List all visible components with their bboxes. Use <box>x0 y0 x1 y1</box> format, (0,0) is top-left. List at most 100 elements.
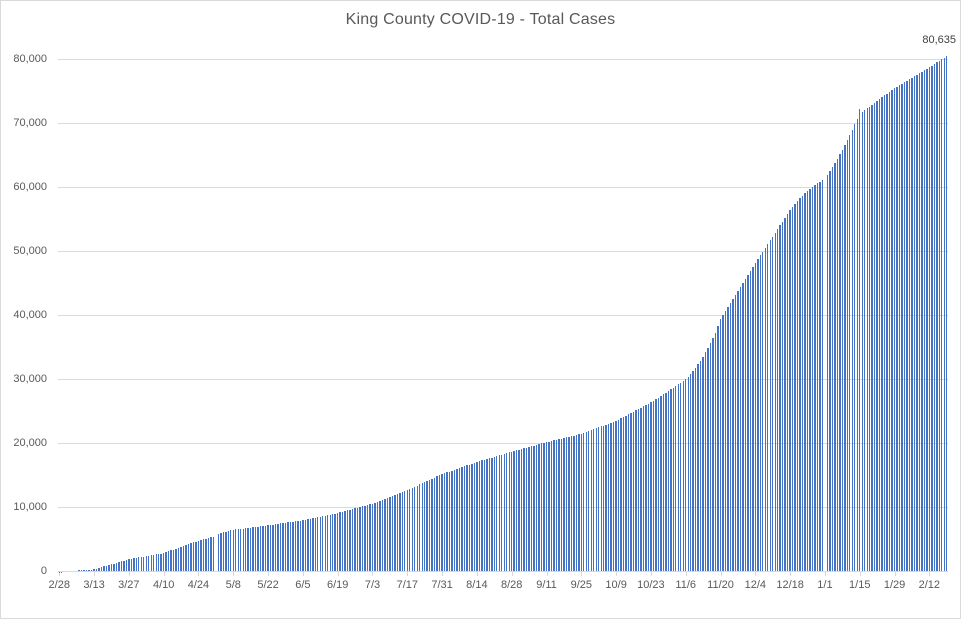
y-tick-label: 40,000 <box>13 309 47 322</box>
bar <box>570 436 573 572</box>
bar <box>135 557 137 572</box>
bar <box>95 568 98 572</box>
bar <box>839 154 841 572</box>
x-axis-tick <box>755 572 757 576</box>
bar <box>777 229 779 572</box>
bar <box>717 326 719 572</box>
bar <box>642 406 645 572</box>
bar <box>167 551 170 572</box>
bar <box>366 504 369 572</box>
bar <box>595 428 597 572</box>
gridline <box>58 443 948 445</box>
gridline <box>58 123 948 125</box>
bar <box>302 520 304 572</box>
bar <box>376 501 379 572</box>
bar <box>334 513 336 572</box>
bar <box>826 175 829 572</box>
bar <box>322 516 324 572</box>
bar <box>155 554 157 572</box>
bar <box>483 459 486 572</box>
bar <box>232 529 234 572</box>
bar <box>600 426 602 572</box>
x-axis-tick <box>824 572 826 576</box>
bar <box>602 425 605 572</box>
bar <box>694 367 697 572</box>
bar <box>908 79 911 572</box>
bar <box>677 384 679 572</box>
bar <box>893 88 896 572</box>
bar <box>941 59 943 572</box>
bar <box>811 186 814 572</box>
bar <box>727 307 729 572</box>
bar <box>210 537 212 572</box>
bar <box>528 446 530 572</box>
bar <box>749 270 752 572</box>
x-tick-label: 9/11 <box>536 579 557 591</box>
bar <box>876 101 878 572</box>
bar <box>364 505 366 572</box>
bar <box>921 71 923 572</box>
bar <box>896 86 898 572</box>
bar <box>689 373 692 572</box>
y-tick-label: 0 <box>40 565 47 577</box>
bar <box>804 193 806 572</box>
bar <box>421 483 423 572</box>
bar <box>468 464 471 572</box>
bar <box>195 541 197 572</box>
bar <box>327 515 329 572</box>
bar <box>207 537 210 572</box>
bar <box>665 392 667 572</box>
bar <box>359 506 361 572</box>
x-axis-tick <box>790 572 792 576</box>
bar <box>177 547 180 572</box>
bar <box>287 522 289 572</box>
bar <box>222 532 225 572</box>
x-axis-tick <box>859 572 861 576</box>
bar <box>145 556 147 572</box>
bar <box>871 104 873 572</box>
bar <box>856 118 858 572</box>
bar <box>399 492 401 572</box>
bar <box>712 338 714 572</box>
bar <box>692 370 694 572</box>
bar <box>565 437 568 572</box>
bar <box>849 134 851 572</box>
x-tick-label: 7/17 <box>396 579 418 591</box>
x-axis-tick <box>894 572 896 576</box>
bar <box>441 474 443 572</box>
x-axis-line <box>58 571 948 572</box>
bar <box>344 511 346 572</box>
y-tick-label: 60,000 <box>13 181 47 194</box>
bar <box>550 440 553 572</box>
bar <box>463 466 466 572</box>
bar <box>533 445 535 572</box>
bar <box>93 569 95 572</box>
x-axis-tick <box>720 572 722 576</box>
bar <box>767 244 769 572</box>
bar <box>859 108 861 572</box>
bar <box>148 555 150 572</box>
gridline <box>58 315 948 317</box>
x-axis-tick <box>650 572 652 576</box>
bar <box>854 124 856 572</box>
bar <box>336 513 339 572</box>
bar <box>426 480 428 572</box>
bar <box>448 471 451 572</box>
bar <box>747 274 749 572</box>
bar <box>446 472 448 572</box>
x-axis-tick <box>59 572 61 576</box>
bar <box>299 520 302 572</box>
bar <box>762 251 764 572</box>
bar <box>622 417 625 572</box>
bar <box>901 83 903 572</box>
bar <box>262 525 264 572</box>
bar <box>242 528 244 572</box>
bar <box>558 439 560 572</box>
x-tick-label: 9/25 <box>570 579 593 591</box>
bar <box>555 439 558 572</box>
bar <box>160 553 162 572</box>
bar <box>680 382 682 572</box>
bar <box>187 544 190 572</box>
bar <box>943 57 945 572</box>
